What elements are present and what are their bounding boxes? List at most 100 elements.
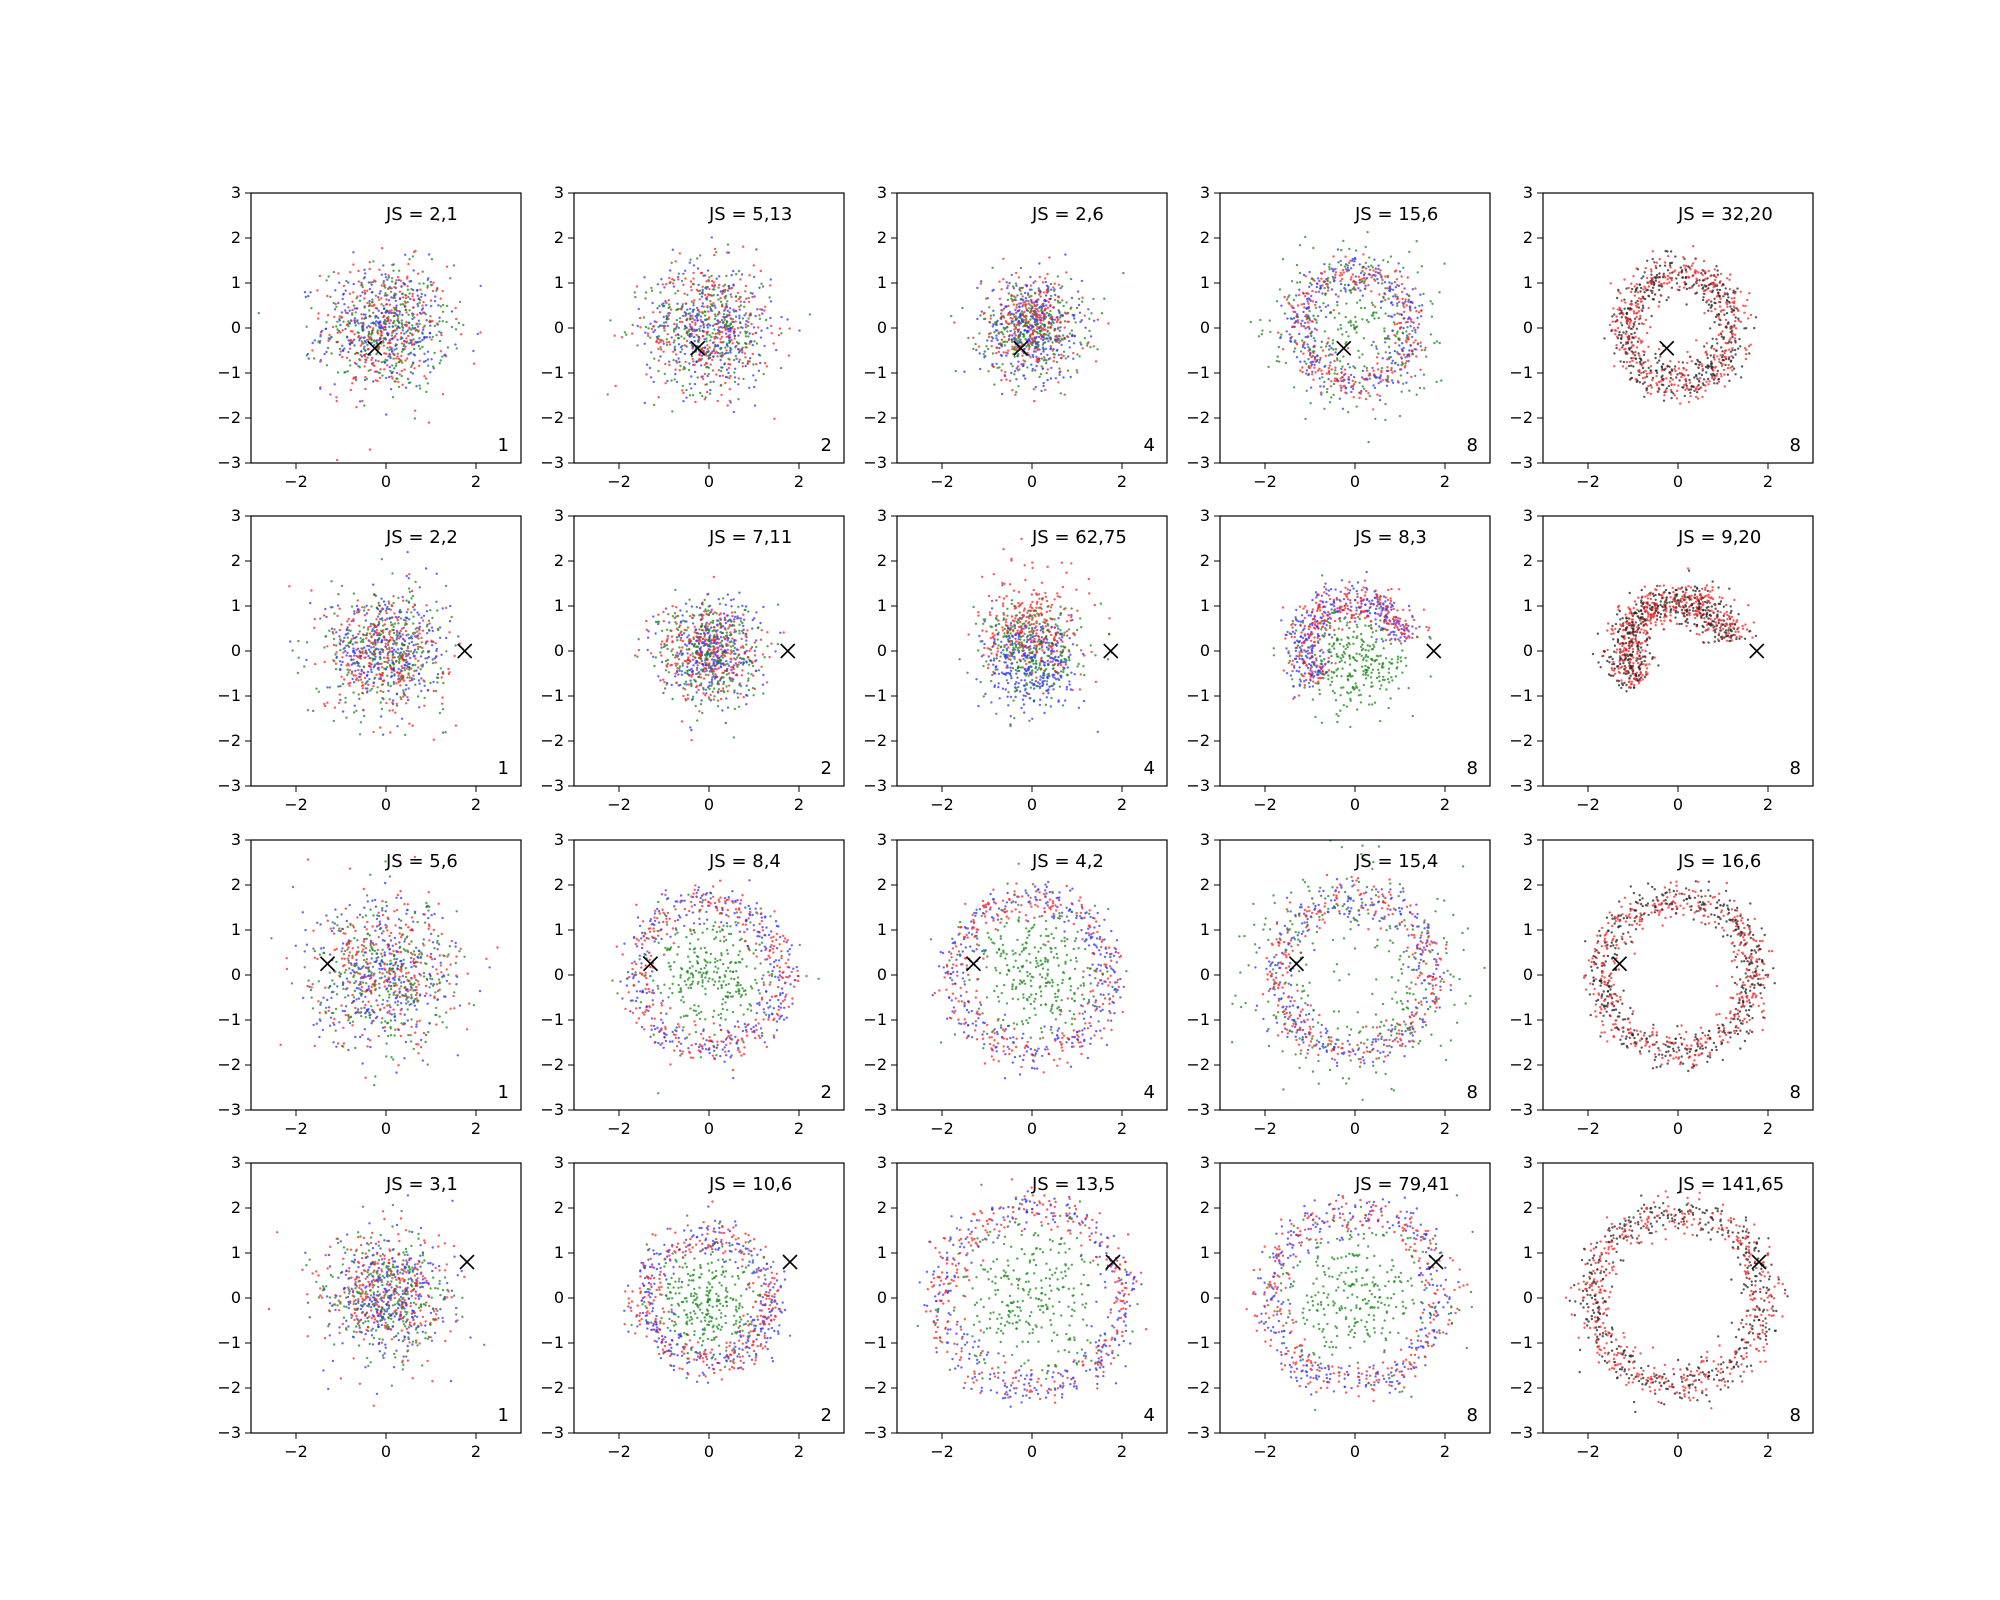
scatter-point: [1710, 360, 1713, 363]
scatter-point: [375, 370, 378, 373]
scatter-point: [418, 301, 421, 304]
scatter-point: [349, 271, 352, 274]
scatter-point: [1029, 356, 1032, 359]
scatter-point: [1402, 302, 1406, 305]
scatter-point: [1342, 271, 1346, 274]
scatter-point: [392, 595, 395, 598]
scatter-point: [1715, 283, 1718, 286]
scatter-point: [744, 335, 748, 338]
scatter-point: [662, 326, 666, 330]
scatter-point: [1656, 361, 1659, 364]
scatter-point: [388, 348, 391, 352]
scatter-point: [650, 351, 653, 354]
scatter-point: [363, 317, 366, 320]
scatter-point: [1641, 366, 1645, 370]
scatter-point: [1680, 375, 1683, 379]
scatter-point: [1635, 315, 1639, 319]
scatter-point: [341, 344, 344, 347]
scatter-point: [1411, 353, 1415, 356]
scatter-point: [1338, 312, 1341, 315]
scatter-point: [362, 626, 366, 629]
scatter-point: [1398, 353, 1401, 356]
scatter-point: [1355, 331, 1358, 334]
scatter-point: [660, 278, 663, 281]
scatter-point: [695, 288, 699, 291]
scatter-point: [1420, 315, 1423, 318]
scatter-point: [1047, 301, 1051, 304]
scatter-point: [1630, 357, 1633, 360]
scatter-point: [719, 341, 722, 344]
scatter-point: [1686, 350, 1689, 354]
scatter-point: [1354, 380, 1357, 384]
scatter-point: [419, 645, 422, 649]
scatter-point: [1027, 338, 1030, 341]
scatter-point: [1063, 393, 1066, 396]
scatter-point: [1292, 306, 1295, 310]
scatter-point: [1404, 298, 1407, 301]
scatter-point: [1390, 379, 1394, 382]
scatter-point: [1058, 341, 1061, 344]
scatter-point: [358, 359, 362, 362]
scatter-point: [1034, 320, 1037, 324]
scatter-point: [1302, 343, 1306, 346]
scatter-point: [395, 304, 398, 307]
scatter-point: [369, 625, 372, 628]
scatter-point: [426, 350, 430, 353]
scatter-point: [394, 711, 397, 714]
scatter-point: [387, 600, 390, 603]
scatter-point: [688, 328, 691, 331]
scatter-point: [1716, 288, 1719, 291]
scatter-point: [413, 669, 416, 673]
scatter-point: [719, 300, 723, 303]
scatter-point: [1039, 295, 1042, 298]
scatter-point: [1365, 366, 1369, 370]
scatter-point: [455, 347, 458, 350]
scatter-point: [710, 279, 714, 283]
scatter-point: [1726, 373, 1730, 376]
scatter-point: [1419, 368, 1422, 371]
scatter-point: [1733, 296, 1736, 300]
scatter-point: [1327, 337, 1330, 340]
scatter-point: [411, 314, 414, 317]
scatter-point: [684, 302, 687, 305]
scatter-point: [666, 333, 669, 336]
scatter-point: [1012, 313, 1015, 316]
scatter-point: [682, 272, 685, 275]
scatter-point: [1647, 306, 1650, 310]
scatter-point: [708, 324, 712, 327]
scatter-point: [1731, 365, 1734, 368]
scatter-point: [721, 326, 724, 329]
scatter-point: [1738, 337, 1741, 341]
scatter-point: [1722, 336, 1726, 339]
scatter-point: [1325, 372, 1329, 375]
scatter-point: [1657, 359, 1661, 362]
scatter-point: [359, 678, 363, 681]
scatter-point: [370, 358, 373, 362]
scatter-point: [429, 324, 432, 327]
scatter-point: [1714, 307, 1717, 311]
scatter-point: [1049, 338, 1052, 341]
scatter-point: [1061, 314, 1065, 317]
scatter-point: [715, 373, 718, 376]
scatter-point: [1713, 301, 1716, 304]
scatter-point: [705, 285, 708, 289]
scatter-point: [707, 293, 710, 296]
scatter-point: [1743, 347, 1747, 350]
scatter-point: [415, 651, 418, 654]
x-tick-label: 0: [1673, 472, 1683, 491]
scatter-point: [1301, 319, 1304, 322]
scatter-point: [396, 355, 399, 358]
scatter-point: [1402, 382, 1405, 385]
scatter-point: [1007, 304, 1010, 308]
scatter-point: [1290, 280, 1294, 283]
scatter-point: [1332, 270, 1335, 273]
scatter-point: [1748, 292, 1751, 295]
scatter-point: [699, 271, 703, 275]
scatter-point: [404, 619, 408, 622]
scatter-point: [1627, 336, 1631, 340]
scatter-point: [1636, 286, 1639, 289]
scatter-point: [1022, 325, 1025, 328]
scatter-point: [1710, 346, 1713, 349]
scatter-point: [1365, 389, 1368, 393]
scatter-point: [1417, 311, 1421, 314]
